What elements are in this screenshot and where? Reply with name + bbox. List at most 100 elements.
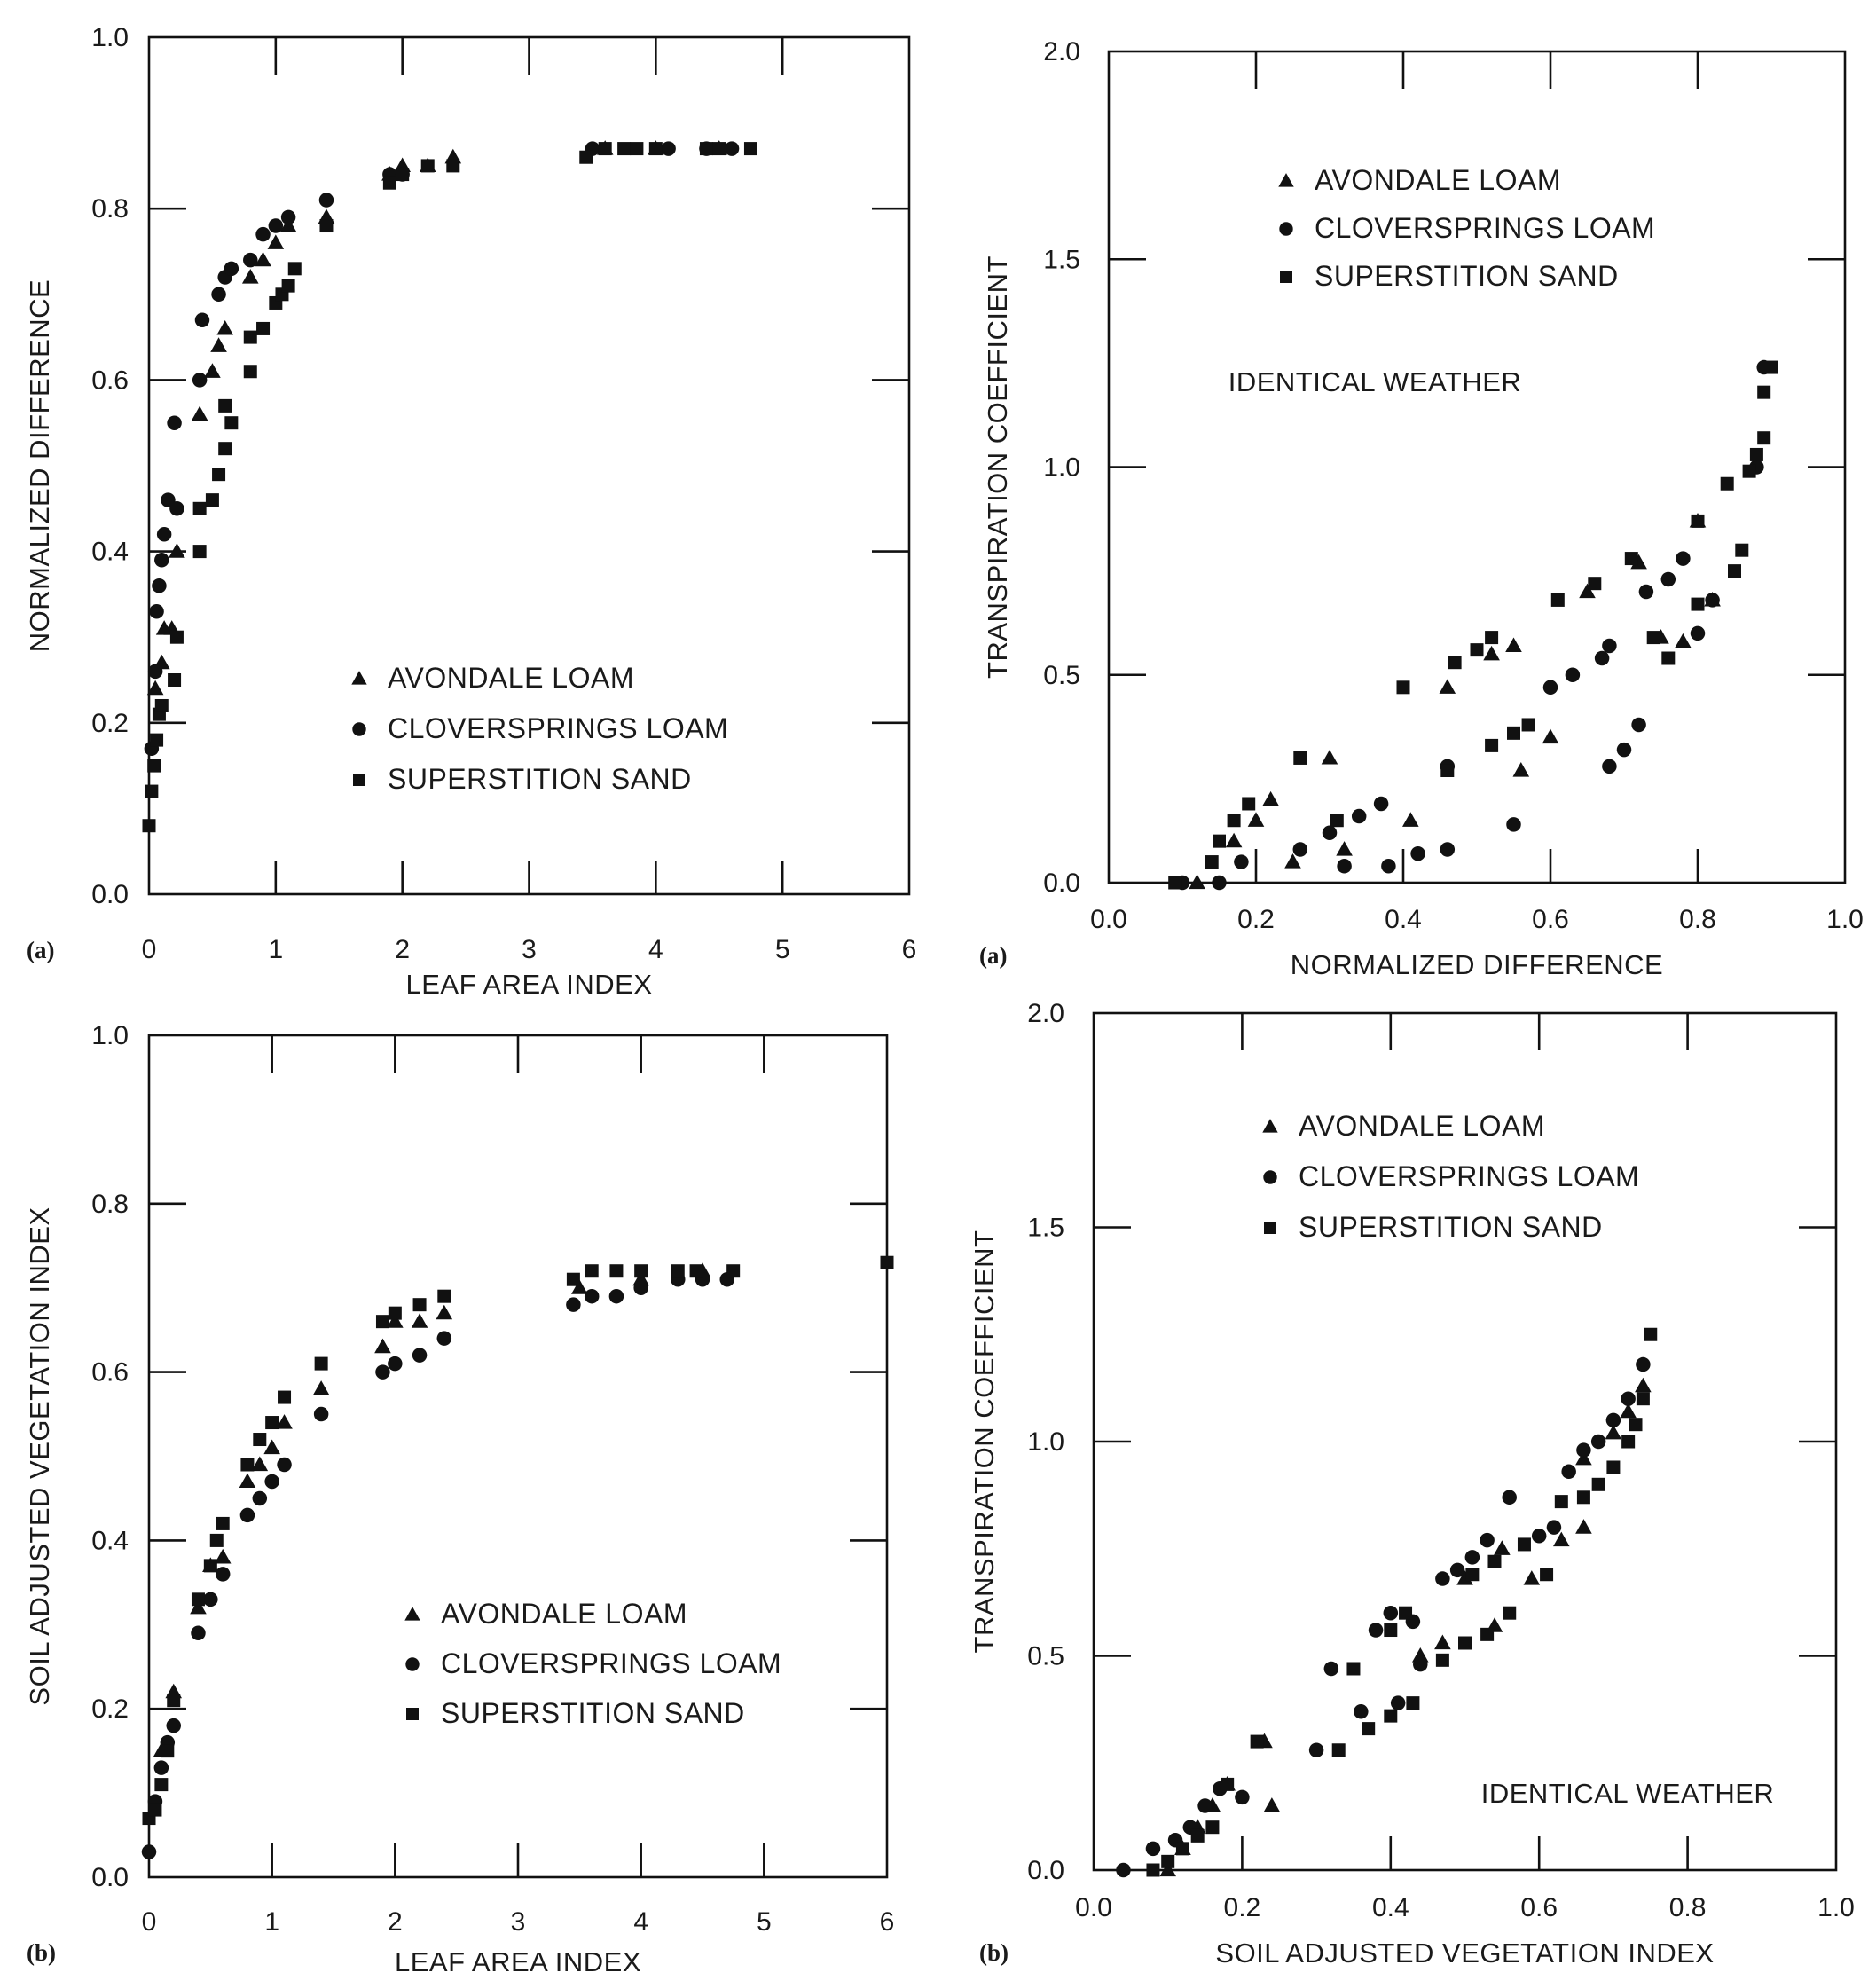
data-point-square	[287, 262, 302, 276]
data-point-square	[396, 168, 410, 182]
legend-marker-circle	[352, 722, 366, 736]
data-point-circle	[1308, 1742, 1324, 1758]
legend: AVONDALE LOAM CLOVERSPRINGS LOAM SUPERSTIT…	[351, 662, 728, 795]
data-point-circle	[215, 1567, 231, 1582]
data-point-circle	[1602, 638, 1617, 654]
x-axis-label: NORMALIZED DIFFERENCE	[1291, 949, 1663, 980]
data-point-circle	[1638, 584, 1654, 600]
data-point-square	[1646, 631, 1660, 645]
data-point-square	[1213, 834, 1226, 848]
data-point-circle	[167, 415, 182, 430]
data-point-square	[671, 1264, 685, 1278]
y-tick-label: 1.0	[91, 1021, 129, 1050]
data-point-circle	[1354, 1704, 1369, 1719]
data-point-square	[1757, 431, 1771, 445]
data-point-circle	[1616, 742, 1632, 758]
y-tick-label: 0.0	[91, 1863, 129, 1892]
data-point-triangle	[1263, 1797, 1281, 1812]
data-point-square	[1448, 656, 1462, 670]
x-tick-label: 3	[511, 1907, 526, 1937]
data-point-square	[319, 219, 334, 233]
data-point-triangle	[214, 1548, 232, 1564]
y-tick-label: 0.8	[91, 1190, 129, 1219]
y-tick-label: 0.4	[91, 538, 129, 567]
data-point-circle	[633, 1280, 648, 1295]
data-point-circle	[1337, 859, 1352, 874]
data-point-square	[1691, 597, 1705, 611]
x-tick-label: 2	[388, 1907, 403, 1937]
chart-panel-lr: 0.0 0.2 0.4 0.6 0.8 1.0 0.0 0.5 1.0 1.5 2.0 SOIL AD…	[969, 999, 1855, 1969]
data-point-circle	[1449, 1562, 1465, 1578]
y-tick-label: 0.2	[91, 1694, 129, 1724]
data-point-circle	[1506, 817, 1521, 832]
data-point-circle	[313, 1406, 329, 1422]
legend-label: SUPERSTITION SAND	[1315, 260, 1619, 292]
data-point-square	[209, 1533, 224, 1547]
data-point-triangle	[1605, 1424, 1622, 1440]
data-point-circle	[412, 1348, 428, 1363]
data-point-circle	[147, 664, 163, 680]
data-point-triangle	[169, 543, 185, 558]
y-tick-label: 0.8	[91, 194, 129, 224]
x-tick-label: 1	[268, 935, 283, 964]
data-point-square	[1406, 1696, 1420, 1710]
data-point-square	[1362, 1722, 1376, 1736]
data-point-square	[689, 1264, 703, 1278]
x-axis-label: SOIL ADJUSTED VEGETATION INDEX	[1215, 1938, 1714, 1969]
data-point-square	[1384, 1623, 1398, 1638]
x-tick-label: 0	[142, 1907, 157, 1937]
data-point-triangle	[1402, 812, 1419, 827]
data-point-square	[154, 698, 169, 712]
legend-label: AVONDALE LOAM	[388, 662, 634, 694]
data-point-square	[598, 142, 612, 156]
data-point-square	[1629, 1418, 1643, 1432]
data-point-square	[1250, 1734, 1264, 1749]
series-square	[142, 142, 757, 833]
data-point-triangle	[1635, 1377, 1652, 1393]
data-point-square	[634, 1264, 648, 1278]
legend: AVONDALE LOAM CLOVERSPRINGS LOAM SUPERSTIT…	[1278, 164, 1655, 292]
data-point-triangle	[204, 363, 221, 378]
data-point-square	[1728, 564, 1741, 578]
data-point-triangle	[1675, 633, 1692, 648]
series-square	[1168, 360, 1778, 890]
data-point-square	[167, 1694, 181, 1708]
data-point-circle	[584, 1288, 600, 1304]
x-tick-label: 0.4	[1372, 1893, 1409, 1922]
data-point-triangle	[1483, 645, 1500, 661]
y-tick-label: 0.6	[91, 1358, 129, 1387]
data-point-circle	[264, 1474, 279, 1490]
data-point-square	[1161, 1854, 1175, 1868]
series-circle	[1174, 359, 1771, 891]
x-tick-label: 0.2	[1224, 1893, 1261, 1922]
data-point-square	[1644, 1327, 1658, 1341]
data-point-circle	[1561, 1464, 1576, 1480]
legend-label: CLOVERSPRINGS LOAM	[1299, 1160, 1639, 1192]
data-point-circle	[194, 312, 210, 328]
data-point-circle	[141, 1844, 157, 1859]
data-point-triangle	[1336, 841, 1353, 856]
y-axis-label: TRANSPIRATION COEFFICIENT	[982, 255, 1013, 679]
data-point-circle	[1435, 1571, 1450, 1586]
data-point-circle	[1413, 1656, 1428, 1672]
data-point-square	[726, 1264, 741, 1278]
data-point-square	[1591, 1477, 1605, 1491]
x-tick-label: 0.8	[1669, 1893, 1707, 1922]
data-point-triangle	[1575, 1450, 1592, 1466]
panel-tag: (b)	[979, 1939, 1009, 1966]
y-tick-label: 1.0	[91, 23, 129, 52]
data-point-square	[1550, 593, 1565, 607]
x-tick-label: 0.6	[1520, 1893, 1558, 1922]
series-square	[142, 1255, 894, 1826]
data-point-square	[240, 1458, 255, 1472]
data-point-circle	[224, 261, 239, 277]
data-point-triangle	[374, 1338, 391, 1354]
data-point-square	[648, 142, 663, 156]
data-point-triangle	[279, 217, 297, 232]
data-point-square	[382, 176, 396, 190]
data-point-triangle	[387, 1313, 404, 1328]
data-point-square	[1168, 876, 1182, 890]
data-point-square	[1146, 1863, 1160, 1877]
data-point-square	[1588, 577, 1602, 591]
data-point-circle	[277, 1457, 292, 1473]
